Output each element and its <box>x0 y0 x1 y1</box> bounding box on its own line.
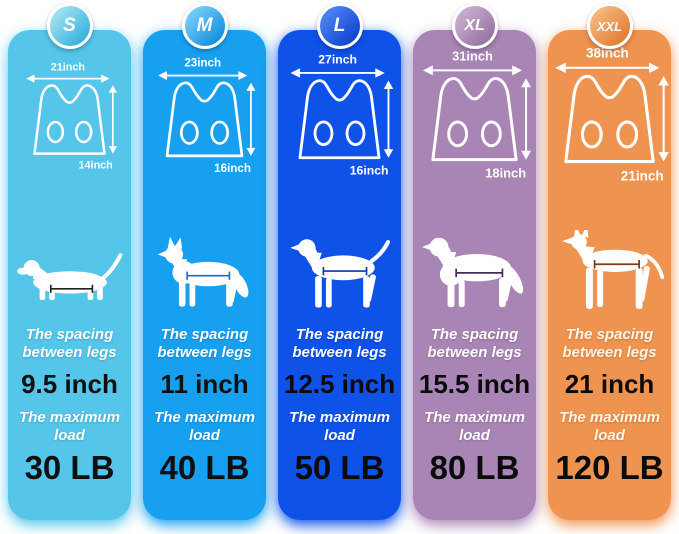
leg-spacing-line <box>49 284 93 293</box>
leg-spacing-line <box>593 260 640 269</box>
load-value: 120 LB <box>555 449 664 486</box>
leg-spacing-line <box>454 268 503 278</box>
harness-width-label: 27inch <box>318 53 357 67</box>
spacing-caption: The spacing between legs <box>427 326 522 361</box>
harness-outline-icon <box>33 84 106 155</box>
size-badge-l: L <box>316 3 363 49</box>
dog-illustration <box>148 194 262 316</box>
width-arrow-icon <box>290 68 385 78</box>
harness-diagram: 38inch <box>555 45 669 183</box>
size-badge-xl: XL <box>451 3 498 49</box>
harness-width-label: 31inch <box>452 48 493 63</box>
size-badge-label: S <box>63 15 76 36</box>
harness-height-label: 21inch <box>621 168 664 183</box>
size-badge-s: S <box>46 3 93 49</box>
dog-illustration <box>415 194 535 316</box>
size-badge-label: L <box>333 15 346 36</box>
size-badge-xxl: XXL <box>586 3 633 49</box>
golden-retriever-silhouette-icon <box>421 238 523 308</box>
height-arrow-icon <box>658 76 669 162</box>
load-value: 50 LB <box>294 449 385 486</box>
size-badge-label: XXL <box>596 18 623 34</box>
harness-diagram: 21inch <box>26 61 117 172</box>
load-caption: The maximum load <box>289 409 390 444</box>
harness-height-label: 14inch <box>79 160 113 172</box>
dog-illustration <box>282 194 398 316</box>
harness-diagram: 23inch <box>158 57 256 175</box>
leg-spacing-line <box>185 271 230 280</box>
husky-silhouette-icon <box>157 236 248 307</box>
load-caption: The maximum load <box>154 409 255 444</box>
spacing-caption: The spacing between legs <box>292 326 387 361</box>
spacing-caption: The spacing between legs <box>157 326 252 361</box>
size-column-m: M 23inch <box>143 3 266 520</box>
spacing-caption: The spacing between legs <box>562 326 657 361</box>
harness-outline-icon <box>431 77 518 162</box>
height-arrow-icon <box>246 82 256 156</box>
harness-height-label: 16inch <box>350 164 389 178</box>
harness-outline-icon <box>298 79 381 160</box>
height-arrow-icon <box>383 80 394 158</box>
harness-height-label: 16inch <box>214 162 251 175</box>
doberman-silhouette-icon <box>561 230 664 310</box>
harness-width-label: 38inch <box>586 45 629 60</box>
load-value: 80 LB <box>429 449 520 486</box>
harness-diagram: 27inch <box>290 53 394 178</box>
size-column-xl: XL 31inch <box>413 3 536 520</box>
load-caption: The maximum load <box>424 409 525 444</box>
leg-spacing-line <box>322 267 367 276</box>
width-arrow-icon <box>26 74 110 83</box>
size-badge-label: M <box>196 15 213 36</box>
pointer-silhouette-icon <box>289 239 390 308</box>
width-arrow-icon <box>422 65 523 76</box>
width-arrow-icon <box>555 62 660 74</box>
spacing-value: 11 inch <box>160 369 249 399</box>
harness-width-label: 21inch <box>51 61 85 73</box>
height-arrow-icon <box>521 78 532 160</box>
size-column-s: S 21inch <box>8 3 131 520</box>
spacing-value: 15.5 inch <box>418 369 531 399</box>
size-column-l: L 27inch <box>278 3 401 520</box>
harness-diagram: 31inch <box>422 48 532 180</box>
spacing-caption: The spacing between legs <box>22 326 117 361</box>
load-caption: The maximum load <box>19 409 120 444</box>
load-caption: The maximum load <box>559 409 660 444</box>
harness-outline-icon <box>165 81 244 158</box>
spacing-value: 9.5 inch <box>21 369 118 399</box>
width-arrow-icon <box>158 71 248 81</box>
dog-illustration <box>14 194 126 316</box>
spacing-value: 21 inch <box>564 369 655 399</box>
height-arrow-icon <box>108 85 117 154</box>
dachshund-silhouette-icon <box>16 253 122 300</box>
harness-outline-icon <box>564 74 655 164</box>
load-value: 40 LB <box>159 449 250 486</box>
spacing-value: 12.5 inch <box>283 369 396 399</box>
size-badge-label: XL <box>464 17 485 34</box>
dog-illustration <box>550 194 670 316</box>
load-value: 30 LB <box>24 449 115 486</box>
size-badge-m: M <box>181 3 228 49</box>
size-column-xxl: XXL 38inch <box>548 3 671 520</box>
harness-height-label: 18inch <box>485 165 526 180</box>
harness-width-label: 23inch <box>184 57 221 70</box>
